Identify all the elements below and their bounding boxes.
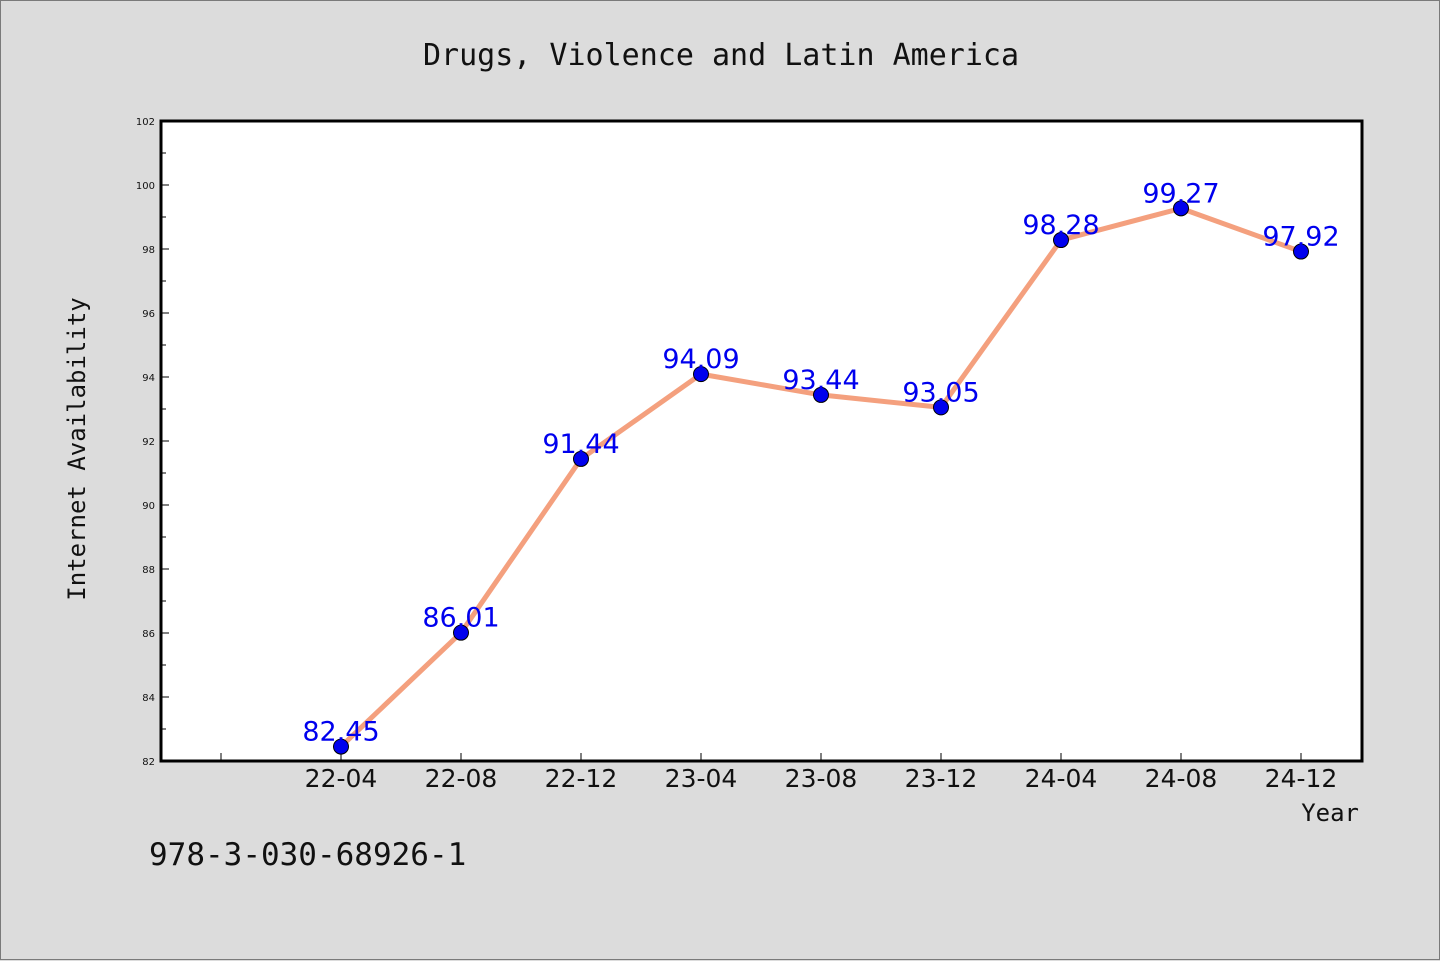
footnote-isbn: 978-3-030-68926-1 — [149, 837, 466, 873]
data-point — [813, 386, 829, 403]
x-tick-label: 23-08 — [785, 764, 858, 793]
data-point — [573, 450, 589, 467]
y-tick-label: 96 — [142, 309, 155, 320]
y-tick-label: 98 — [142, 245, 155, 256]
series: 82.45 86.01 91.44 94.09 93.44 93.05 98.28 99.27… — [302, 178, 1340, 755]
y-tick-label: 90 — [142, 501, 155, 512]
data-label: 93.44 — [782, 365, 859, 396]
data-point — [453, 624, 469, 641]
y-tick-label: 84 — [142, 693, 155, 704]
y-tick-label: 102 — [136, 117, 155, 128]
x-axis: 22-04 22-08 22-12 23-04 23-08 23-12 24-04 24-08… — [220, 753, 1338, 793]
data-point — [693, 366, 709, 383]
data-label: 91.44 — [542, 429, 619, 460]
y-tick-label: 82 — [142, 757, 155, 768]
y-axis: 82 84 86 88 90 92 94 96 98 100 102 — [136, 117, 169, 768]
y-tick-label: 92 — [142, 437, 155, 448]
data-label: 93.05 — [902, 377, 979, 408]
data-point — [333, 738, 349, 755]
y-axis-label: Internet Availability — [63, 297, 91, 600]
x-tick-label: 24-08 — [1145, 764, 1218, 793]
y-tick-label: 100 — [136, 181, 155, 192]
data-label: 97.92 — [1262, 222, 1339, 253]
x-tick-label: 24-04 — [1025, 764, 1098, 793]
x-tick-label: 23-04 — [665, 764, 738, 793]
data-point — [1173, 200, 1189, 217]
y-tick-label: 86 — [142, 629, 155, 640]
y-tick-label: 88 — [142, 565, 155, 576]
data-label: 82.45 — [302, 717, 379, 748]
chart-title: Drugs, Violence and Latin America — [423, 38, 1019, 73]
x-tick-label: 22-08 — [425, 764, 498, 793]
x-tick-label: 24-12 — [1265, 764, 1338, 793]
data-point — [1053, 232, 1069, 249]
y-tick-label: 94 — [142, 373, 155, 384]
data-point — [1293, 243, 1309, 260]
x-tick-label: 22-04 — [305, 764, 378, 793]
data-label: 86.01 — [422, 603, 499, 634]
x-tick-label: 22-12 — [545, 764, 618, 793]
x-axis-label: Year — [1301, 799, 1359, 827]
plot-area — [159, 119, 1364, 763]
data-label: 99.27 — [1142, 178, 1219, 209]
x-tick-label: 23-12 — [905, 764, 978, 793]
data-label: 94.09 — [662, 344, 739, 375]
data-label: 98.28 — [1022, 210, 1099, 241]
data-point — [933, 399, 949, 416]
